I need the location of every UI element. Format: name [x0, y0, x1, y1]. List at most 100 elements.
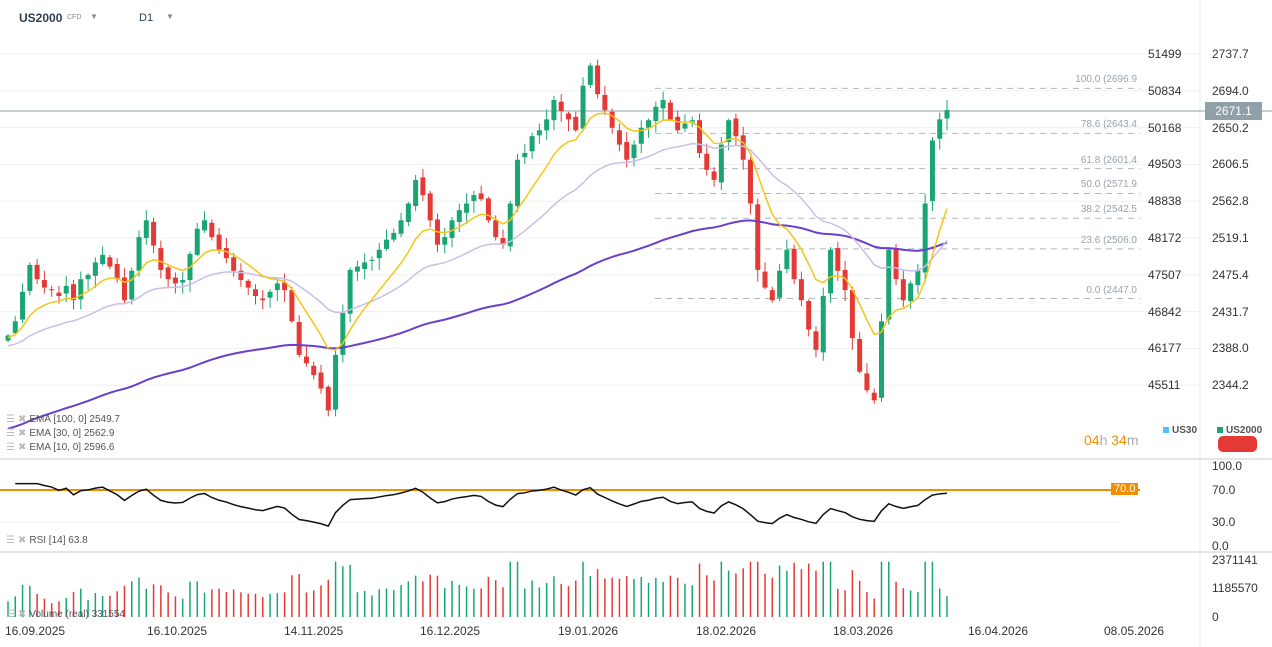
x-tick: 16.09.2025 — [5, 624, 66, 638]
y-tick-right: 2388.0 — [1212, 341, 1249, 356]
candle-up — [194, 228, 200, 255]
candle-up — [136, 237, 142, 271]
candle-down — [478, 193, 484, 200]
menu-icon[interactable]: ☰ — [6, 428, 15, 439]
symbol-type: CFD — [67, 14, 82, 21]
us30-swatch-icon — [1163, 427, 1169, 433]
candle-down — [849, 290, 855, 339]
x-tick: 14.11.2025 — [284, 624, 344, 638]
candle-up — [638, 127, 644, 144]
legend-us2000[interactable]: US2000 — [1217, 425, 1262, 436]
candle-up — [631, 144, 637, 159]
candle-down — [49, 289, 55, 291]
menu-icon[interactable]: ☰ — [6, 414, 15, 425]
candle-down — [289, 290, 295, 322]
candle-down — [427, 193, 433, 221]
close-icon[interactable]: ✖ — [17, 428, 27, 439]
indicator-ema100[interactable]: ☰ ✖ EMA [100, 0] 2549.7 — [6, 414, 120, 425]
candle-down — [71, 284, 77, 301]
candle-up — [784, 249, 790, 270]
candle-up — [449, 220, 455, 238]
close-icon[interactable]: ✖ — [17, 609, 27, 620]
menu-icon[interactable]: ☰ — [6, 442, 15, 453]
close-icon[interactable]: ✖ — [17, 442, 27, 453]
fib-label: 78.6 (2643.4 — [1080, 119, 1137, 131]
candle-up — [63, 285, 69, 294]
candle-down — [835, 248, 841, 271]
volume-tick: 0 — [1212, 610, 1219, 624]
candle-down — [223, 248, 229, 259]
indicator-ema10[interactable]: ☰ ✖ EMA [10, 0] 2596.6 — [6, 442, 115, 453]
y-tick-left: 45511 — [1148, 378, 1181, 393]
current-price-label: 2671.1 — [1205, 102, 1262, 120]
y-tick-right: 2344.2 — [1212, 378, 1249, 393]
x-tick: 19.01.2026 — [558, 624, 619, 638]
candle-up — [354, 266, 360, 272]
candle-down — [325, 386, 331, 411]
candle-down — [56, 292, 62, 297]
y-tick-right: 2737.7 — [1212, 47, 1249, 61]
indicator-ema30[interactable]: ☰ ✖ EMA [30, 0] 2562.9 — [6, 428, 115, 439]
close-icon[interactable]: ✖ — [17, 535, 27, 546]
candle-up — [908, 283, 914, 302]
candle-down — [813, 331, 819, 350]
indicator-rsi[interactable]: ☰ ✖ RSI [14] 63.8 — [6, 535, 88, 546]
candle-down — [864, 373, 870, 391]
y-tick-left: 50834 — [1148, 83, 1182, 98]
close-icon[interactable]: ✖ — [17, 414, 27, 425]
candle-down — [893, 248, 899, 280]
candle-up — [718, 144, 724, 183]
candle-up — [937, 119, 943, 139]
candle-up — [442, 237, 448, 245]
candle-down — [500, 237, 506, 245]
candle-up — [143, 220, 149, 238]
x-tick: 18.03.2026 — [833, 624, 894, 638]
candle-down — [624, 142, 630, 160]
candle-up — [544, 119, 550, 131]
candle-timer: 04h 34m — [1084, 432, 1139, 448]
candle-down — [806, 301, 812, 330]
menu-icon[interactable]: ☰ — [6, 535, 15, 546]
candle-up — [660, 100, 666, 109]
candle-up — [376, 249, 382, 259]
candle-up — [85, 274, 91, 280]
candle-up — [587, 65, 593, 85]
y-tick-right: 2475.4 — [1212, 267, 1249, 282]
timeframe-dropdown-icon[interactable]: ▼ — [166, 12, 174, 21]
indicator-volume[interactable]: ☰ ✖ Volume (real) 331554 — [6, 609, 125, 620]
menu-icon[interactable]: ☰ — [6, 609, 15, 620]
candle-down — [238, 270, 244, 281]
candle-down — [318, 372, 324, 389]
candle-down — [769, 290, 775, 301]
candle-up — [362, 262, 368, 270]
candle-down — [209, 222, 215, 238]
y-tick-right: 2650.2 — [1212, 120, 1249, 135]
trade-badge[interactable] — [1218, 436, 1257, 452]
candle-down — [420, 177, 426, 196]
candle-up — [129, 270, 135, 300]
candle-down — [842, 269, 848, 291]
symbol-dropdown-icon[interactable]: ▼ — [90, 12, 98, 21]
candle-down — [114, 264, 120, 280]
candle-up — [828, 249, 834, 294]
candle-down — [755, 204, 761, 270]
candle-up — [12, 321, 18, 334]
candle-down — [565, 113, 571, 120]
y-tick-right: 2606.5 — [1212, 157, 1249, 172]
candle-down — [493, 220, 499, 238]
ema100-line — [7, 219, 948, 430]
candle-up — [820, 296, 826, 353]
candle-down — [675, 116, 681, 131]
volume-tick: 2371141 — [1212, 553, 1258, 567]
candle-down — [616, 130, 622, 145]
candle-down — [107, 257, 113, 267]
legend-us30[interactable]: US30 — [1163, 425, 1197, 436]
symbol-name[interactable]: US2000 — [19, 11, 63, 25]
candle-up — [471, 195, 477, 201]
candle-down — [595, 65, 601, 95]
timeframe-select[interactable]: D1 — [139, 12, 154, 24]
ema30-line — [7, 142, 948, 347]
candle-up — [180, 280, 186, 283]
candle-up — [944, 110, 950, 119]
